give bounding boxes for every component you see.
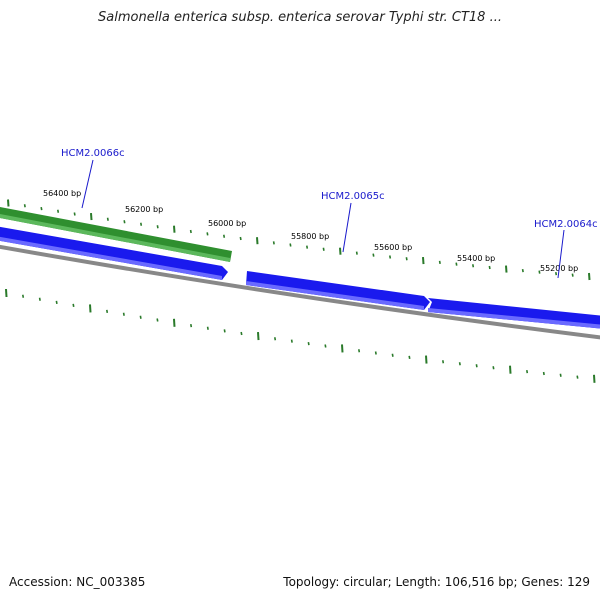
minor-tick [206,326,209,330]
minor-tick [526,369,529,374]
minor-tick [239,236,242,241]
minor-tick [576,375,579,379]
minor-tick [538,270,541,274]
minor-tick [223,234,226,238]
minor-tick [391,353,394,357]
minor-tick [358,349,361,353]
tick-label: 56400 bp [43,189,81,198]
major-tick [89,304,92,313]
minor-tick [156,225,159,229]
minor-tick [106,217,109,221]
gene-label-group-0065c[interactable]: HCM2.0065c [321,191,385,253]
major-tick [339,247,342,255]
major-tick [588,272,591,281]
upper-tick-ring [7,199,591,281]
minor-tick [372,253,375,257]
backbone-arc [0,244,600,340]
gene-label-group-0064c[interactable]: HCM2.0064c [534,219,598,279]
minor-tick [206,232,209,236]
minor-tick [223,329,226,333]
minor-tick [405,257,408,261]
minor-tick [40,206,43,211]
reverse-gene-feature-3[interactable] [428,298,600,329]
minor-tick [555,271,558,276]
minor-tick [72,303,75,308]
minor-tick [306,245,309,249]
minor-tick [521,268,524,273]
major-tick [425,355,428,364]
lower-tick-ring [5,288,596,383]
tick-label: 55400 bp [457,254,495,263]
major-tick [90,213,93,221]
minor-tick [139,315,142,319]
tick-label: 55800 bp [291,232,329,241]
minor-tick [73,212,76,216]
minor-tick [455,262,458,266]
minor-tick [22,294,25,298]
summary-label: Topology: circular; Length: 106,516 bp; … [283,575,590,589]
minor-tick [438,260,441,265]
minor-tick [274,337,277,341]
minor-tick [307,341,310,346]
minor-tick [140,222,143,226]
major-tick [257,332,260,341]
minor-tick [492,366,495,370]
gene-label[interactable]: HCM2.0064c [534,219,598,230]
minor-tick [122,312,125,316]
minor-tick [55,300,58,305]
major-tick [173,225,176,233]
gene-label[interactable]: HCM2.0065c [321,191,385,202]
minor-tick [355,251,358,255]
minor-tick [389,255,392,259]
forward-gene-feature[interactable] [0,206,232,262]
minor-tick [442,360,445,364]
minor-tick [542,371,545,376]
minor-tick [23,204,26,208]
reverse-gene-feature-2[interactable] [246,271,430,310]
major-tick [509,365,512,374]
tick-label: 55600 bp [374,243,412,252]
minor-tick [57,209,60,213]
tick-label: 56000 bp [208,219,246,228]
minor-tick [475,364,478,368]
minor-tick [408,355,411,360]
minor-tick [559,373,562,377]
map-title: Salmonella enterica subsp. enterica sero… [98,10,502,25]
minor-tick [190,323,193,328]
minor-tick [240,331,243,336]
reverse-gene-feature-1[interactable] [0,226,228,280]
accession-label: Accession: NC_003385 [9,575,146,589]
minor-tick [38,297,41,301]
minor-tick [106,309,109,314]
tick-label: 56200 bp [125,205,163,214]
minor-tick [322,247,325,251]
minor-tick [272,241,275,245]
minor-tick [488,265,491,270]
major-tick [173,318,176,327]
minor-tick [123,220,126,224]
major-tick [341,344,344,353]
gene-label[interactable]: HCM2.0066c [61,148,125,159]
major-tick [7,199,10,207]
minor-tick [324,344,327,348]
major-tick [256,237,259,245]
minor-tick [289,243,292,247]
major-tick [5,288,8,298]
major-tick [593,374,596,383]
major-tick [505,265,508,273]
minor-tick [472,264,475,268]
gene-label-group-0066c[interactable]: HCM2.0066c [61,148,125,209]
minor-tick [189,229,192,234]
minor-tick [458,362,461,366]
minor-tick [290,339,293,343]
minor-tick [156,318,159,322]
minor-tick [571,273,574,277]
minor-tick [374,351,377,355]
major-tick [422,257,425,265]
